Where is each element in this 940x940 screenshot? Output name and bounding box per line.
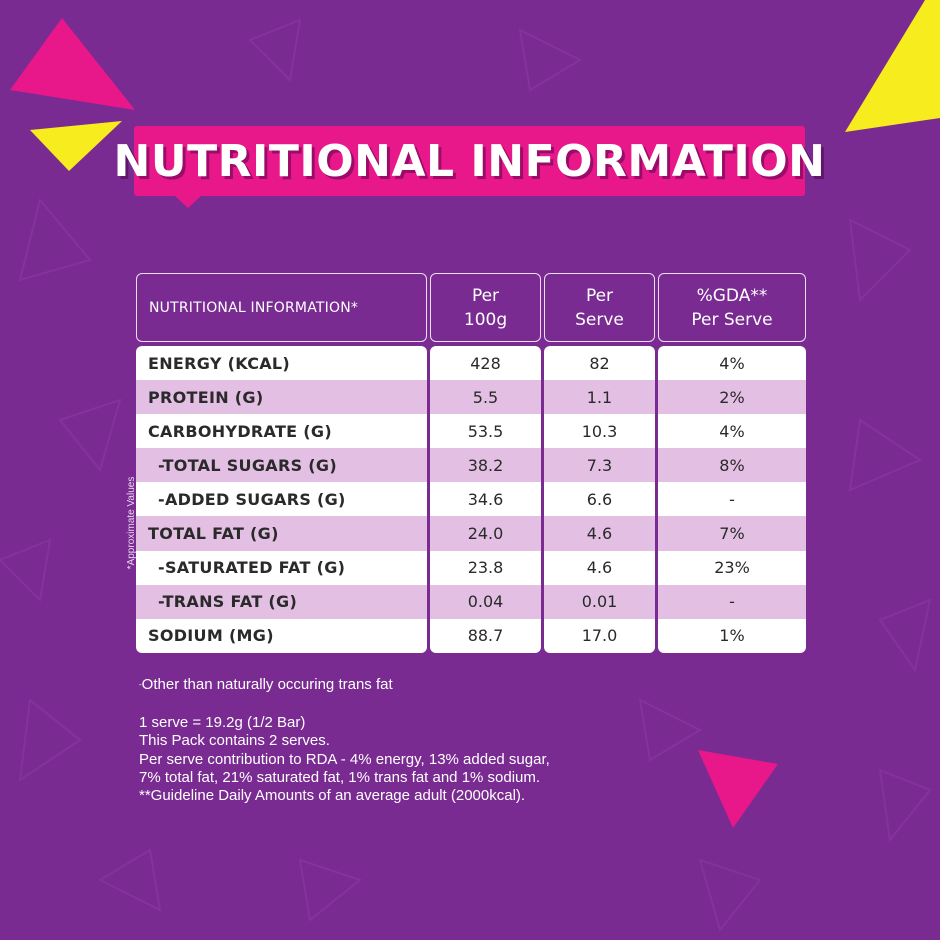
header-line1: %GDA** [696, 285, 768, 306]
trans-fat-footnote: -Other than naturally occuring trans fat [139, 676, 393, 694]
cell-per100g: 23.8 [467, 558, 504, 578]
note-line: **Guideline Daily Amounts of an average … [139, 787, 526, 805]
header-line2: 100g [463, 309, 508, 330]
cell-gda: 7% [658, 516, 806, 551]
note-line: This Pack contains 2 serves. [139, 732, 330, 750]
cell-gda: - [729, 489, 735, 509]
header-per-100g: Per 100g [430, 273, 541, 342]
cell-per100g: 88.7 [467, 626, 504, 646]
cell-per100g: 38.2 [430, 448, 541, 483]
banner-tail [174, 195, 202, 208]
gda-column: 4% 2% 4% 8% - 7% 23% - 1% [658, 346, 806, 653]
cell-gda: 4% [719, 421, 745, 441]
per-100g-column: 428 5.5 53.5 38.2 34.6 24.0 23.8 0.04 88… [430, 346, 541, 653]
row-label-saturated-fat: -SATURATED FAT (G) [158, 558, 346, 578]
cell-per-serve: 0.01 [544, 584, 655, 619]
cell-per-serve: 7.3 [544, 448, 655, 483]
cell-per100g: 34.6 [467, 489, 504, 509]
footnote-mark: - [139, 680, 142, 689]
serving-notes: 1 serve = 19.2g (1/2 Bar) This Pack cont… [139, 714, 550, 805]
cell-gda: - [658, 584, 806, 619]
cell-gda: 8% [658, 448, 806, 483]
side-note-text: Approximate Values [126, 476, 137, 566]
row-label-total-sugars: -TOTAL SUGARS (G) [136, 448, 427, 483]
cell-per-serve: 82 [589, 353, 610, 373]
yellow-triangle-top-right [845, 0, 940, 132]
cell-per100g: 428 [470, 353, 501, 373]
row-label-protein: PROTEIN (G) [136, 380, 427, 415]
header-per-serve: Per Serve [544, 273, 655, 342]
header-label: NUTRITIONAL INFORMATION* [149, 299, 359, 316]
header-nutritional-information: NUTRITIONAL INFORMATION* [136, 273, 427, 342]
note-line: 7% total fat, 21% saturated fat, 1% tran… [139, 768, 541, 786]
cell-per-serve: 6.6 [586, 489, 613, 509]
cell-per-serve: 4.6 [586, 558, 613, 578]
row-label-sodium: SODIUM (MG) [148, 626, 274, 646]
row-label-total-fat: TOTAL FAT (G) [136, 516, 427, 551]
cell-gda: 2% [658, 380, 806, 415]
header-gda-per-serve: %GDA** Per Serve [658, 273, 806, 342]
per-serve-column: 82 1.1 10.3 7.3 6.6 4.6 4.6 0.01 17.0 [544, 346, 655, 653]
pink-triangle-top-left [10, 18, 135, 110]
row-label-energy: ENERGY (KCAL) [148, 353, 291, 373]
cell-per-serve: 4.6 [544, 516, 655, 551]
footnote-text: Other than naturally occuring trans fat [141, 676, 393, 693]
cell-per100g: 24.0 [430, 516, 541, 551]
pink-triangle-bottom-right [698, 750, 778, 828]
header-line1: Per [471, 285, 500, 306]
nutrient-label-column: ENERGY (KCAL) PROTEIN (G) CARBOHYDRATE (… [136, 346, 427, 653]
cell-per100g: 0.04 [430, 584, 541, 619]
cell-per-serve: 17.0 [581, 626, 618, 646]
cell-per100g: 53.5 [467, 421, 504, 441]
cell-per-serve: 10.3 [581, 421, 618, 441]
row-label-trans-fat: -TRANS FAT (G) [136, 584, 427, 619]
header-line2: Per Serve [691, 309, 773, 330]
side-note-mark: * [126, 565, 137, 570]
yellow-triangle-left [30, 121, 122, 171]
title-banner: NUTRITIONAL INFORMATION [113, 126, 826, 208]
cell-per100g: 5.5 [430, 380, 541, 415]
approximate-values-note: *Approximate Values [126, 453, 137, 593]
header-line2: Serve [575, 309, 624, 330]
cell-gda: 23% [714, 558, 750, 578]
note-line: 1 serve = 19.2g (1/2 Bar) [139, 714, 306, 731]
cell-per-serve: 1.1 [544, 380, 655, 415]
cell-gda: 1% [719, 626, 745, 646]
note-line: Per serve contribution to RDA - 4% energ… [139, 750, 550, 768]
row-label-carbohydrate: CARBOHYDRATE (G) [148, 421, 332, 441]
header-line1: Per [585, 285, 614, 306]
page-title: NUTRITIONAL INFORMATION [113, 135, 826, 187]
cell-gda: 4% [719, 353, 745, 373]
row-label-added-sugars: -ADDED SUGARS (G) [158, 489, 346, 509]
